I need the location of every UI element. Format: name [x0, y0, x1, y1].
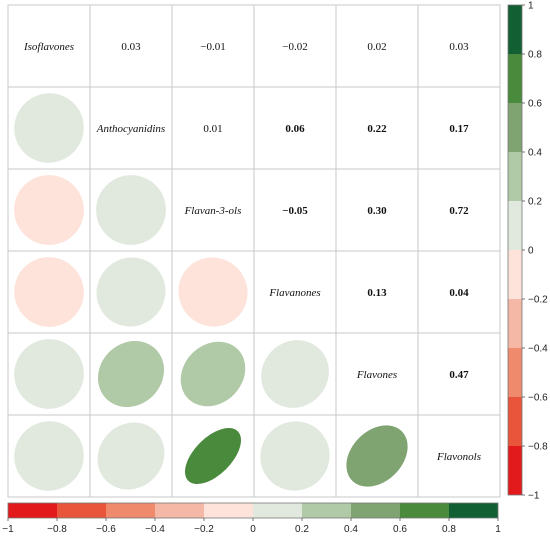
correlation-ellipse: [178, 257, 248, 327]
correlation-value: −0.01: [200, 41, 225, 53]
colorbar-tick-label: 0: [250, 524, 256, 535]
correlation-ellipse: [180, 341, 246, 407]
diagonal-label-flavones: Flavones: [356, 369, 397, 381]
colorbar-segment: [8, 503, 57, 518]
colorbar-segment: [57, 503, 106, 518]
colorbar-tick-label: 0.6: [528, 99, 542, 110]
colorbar-segment: [106, 503, 155, 518]
colorbar-segment: [508, 103, 522, 152]
colorbar-segment: [400, 503, 449, 518]
correlation-ellipse: [14, 175, 84, 245]
correlation-ellipse: [96, 257, 166, 327]
correlation-value: −0.05: [282, 205, 308, 217]
colorbar-tick-label: −0.2: [194, 524, 214, 535]
colorbar-segment: [508, 397, 522, 446]
colorbar-tick-label: −0.6: [96, 524, 116, 535]
colorbar-segment: [508, 5, 522, 54]
correlation-ellipse: [261, 340, 329, 408]
colorbar-tick-label: 1: [495, 524, 501, 535]
colorbar-tick-label: 1: [528, 1, 534, 12]
colorbar-segment: [155, 503, 204, 518]
colorbar-tick-label: 0.4: [528, 148, 542, 159]
colorbar-tick-label: −0.8: [528, 442, 548, 453]
colorbar-segment: [351, 503, 400, 518]
diagonal-label-flavan-3-ols: Flavan-3-ols: [184, 205, 242, 217]
colorbar-segment: [253, 503, 302, 518]
diagonal-label-anthocyanidins: Anthocyanidins: [96, 123, 165, 135]
colorbar-segment: [204, 503, 253, 518]
colorbar-tick-label: −1: [528, 491, 540, 502]
correlation-ellipse: [184, 427, 241, 484]
correlation-ellipse: [96, 175, 166, 245]
correlation-value: 0.03: [449, 41, 469, 53]
right-colorbar: 1 0.8 0.6 0.4 0.2 0 −0.2 −0.4 −0.6 −0.8 −1: [507, 1, 548, 502]
colorbar-tick-label: 0.8: [442, 524, 456, 535]
correlation-value: 0.02: [367, 41, 386, 53]
correlation-value: 0.72: [449, 205, 469, 217]
bottom-colorbar: −1 −0.8 −0.6 −0.4 −0.2 0 0.2 0.4 0.6 0.8 1: [2, 502, 501, 535]
colorbar-segment: [508, 54, 522, 103]
correlation-value: 0.01: [203, 123, 222, 135]
colorbar-segment: [508, 201, 522, 250]
colorbar-segment: [449, 503, 498, 518]
correlation-value: 0.17: [449, 123, 469, 135]
colorbar-segment: [508, 348, 522, 397]
colorbar-tick-label: −0.4: [145, 524, 165, 535]
colorbar-segment: [508, 446, 522, 495]
colorbar-tick-label: 0.6: [393, 524, 407, 535]
correlation-ellipse: [97, 340, 165, 408]
correlation-ellipse: [14, 93, 84, 163]
correlation-value: 0.22: [367, 123, 387, 135]
colorbar-tick-label: −0.8: [47, 524, 67, 535]
correlation-ellipse: [260, 421, 330, 491]
correlation-value: 0.04: [449, 287, 469, 299]
correlation-value: −0.02: [282, 41, 307, 53]
colorbar-tick-label: −1: [2, 524, 14, 535]
colorbar-tick-label: 0: [528, 246, 534, 257]
correlation-value: 0.03: [121, 41, 141, 53]
correlation-ellipse: [346, 425, 408, 487]
colorbar-tick-label: −0.4: [528, 344, 548, 355]
correlation-value: 0.06: [285, 123, 305, 135]
diagonal-label-isoflavones: Isoflavones: [23, 41, 74, 53]
colorbar-tick-label: −0.6: [528, 393, 548, 404]
correlation-value: 0.13: [367, 287, 387, 299]
correlation-ellipse: [14, 257, 84, 327]
colorbar-tick-label: −0.2: [528, 295, 548, 306]
colorbar-segment: [508, 152, 522, 201]
correlation-grid: Isoflavones 0.03 −0.01 −0.02 0.02 0.03 Anthocy…: [7, 4, 501, 498]
correlation-value: 0.47: [449, 369, 469, 381]
diagonal-label-flavanones: Flavanones: [268, 287, 320, 299]
colorbar-tick-label: 0.2: [528, 197, 542, 208]
colorbar-tick-label: 0.4: [344, 524, 358, 535]
colorbar-tick-label: 0.2: [295, 524, 309, 535]
diagonal-label-flavonols: Flavonols: [436, 451, 481, 463]
colorbar-segment: [302, 503, 351, 518]
correlation-ellipse: [97, 422, 165, 490]
correlation-ellipse: [14, 339, 84, 409]
colorbar-segment: [508, 250, 522, 299]
correlation-ellipse: [14, 421, 84, 491]
correlation-value: 0.30: [367, 205, 387, 217]
colorbar-segment: [508, 299, 522, 348]
colorbar-tick-label: 0.8: [528, 50, 542, 61]
